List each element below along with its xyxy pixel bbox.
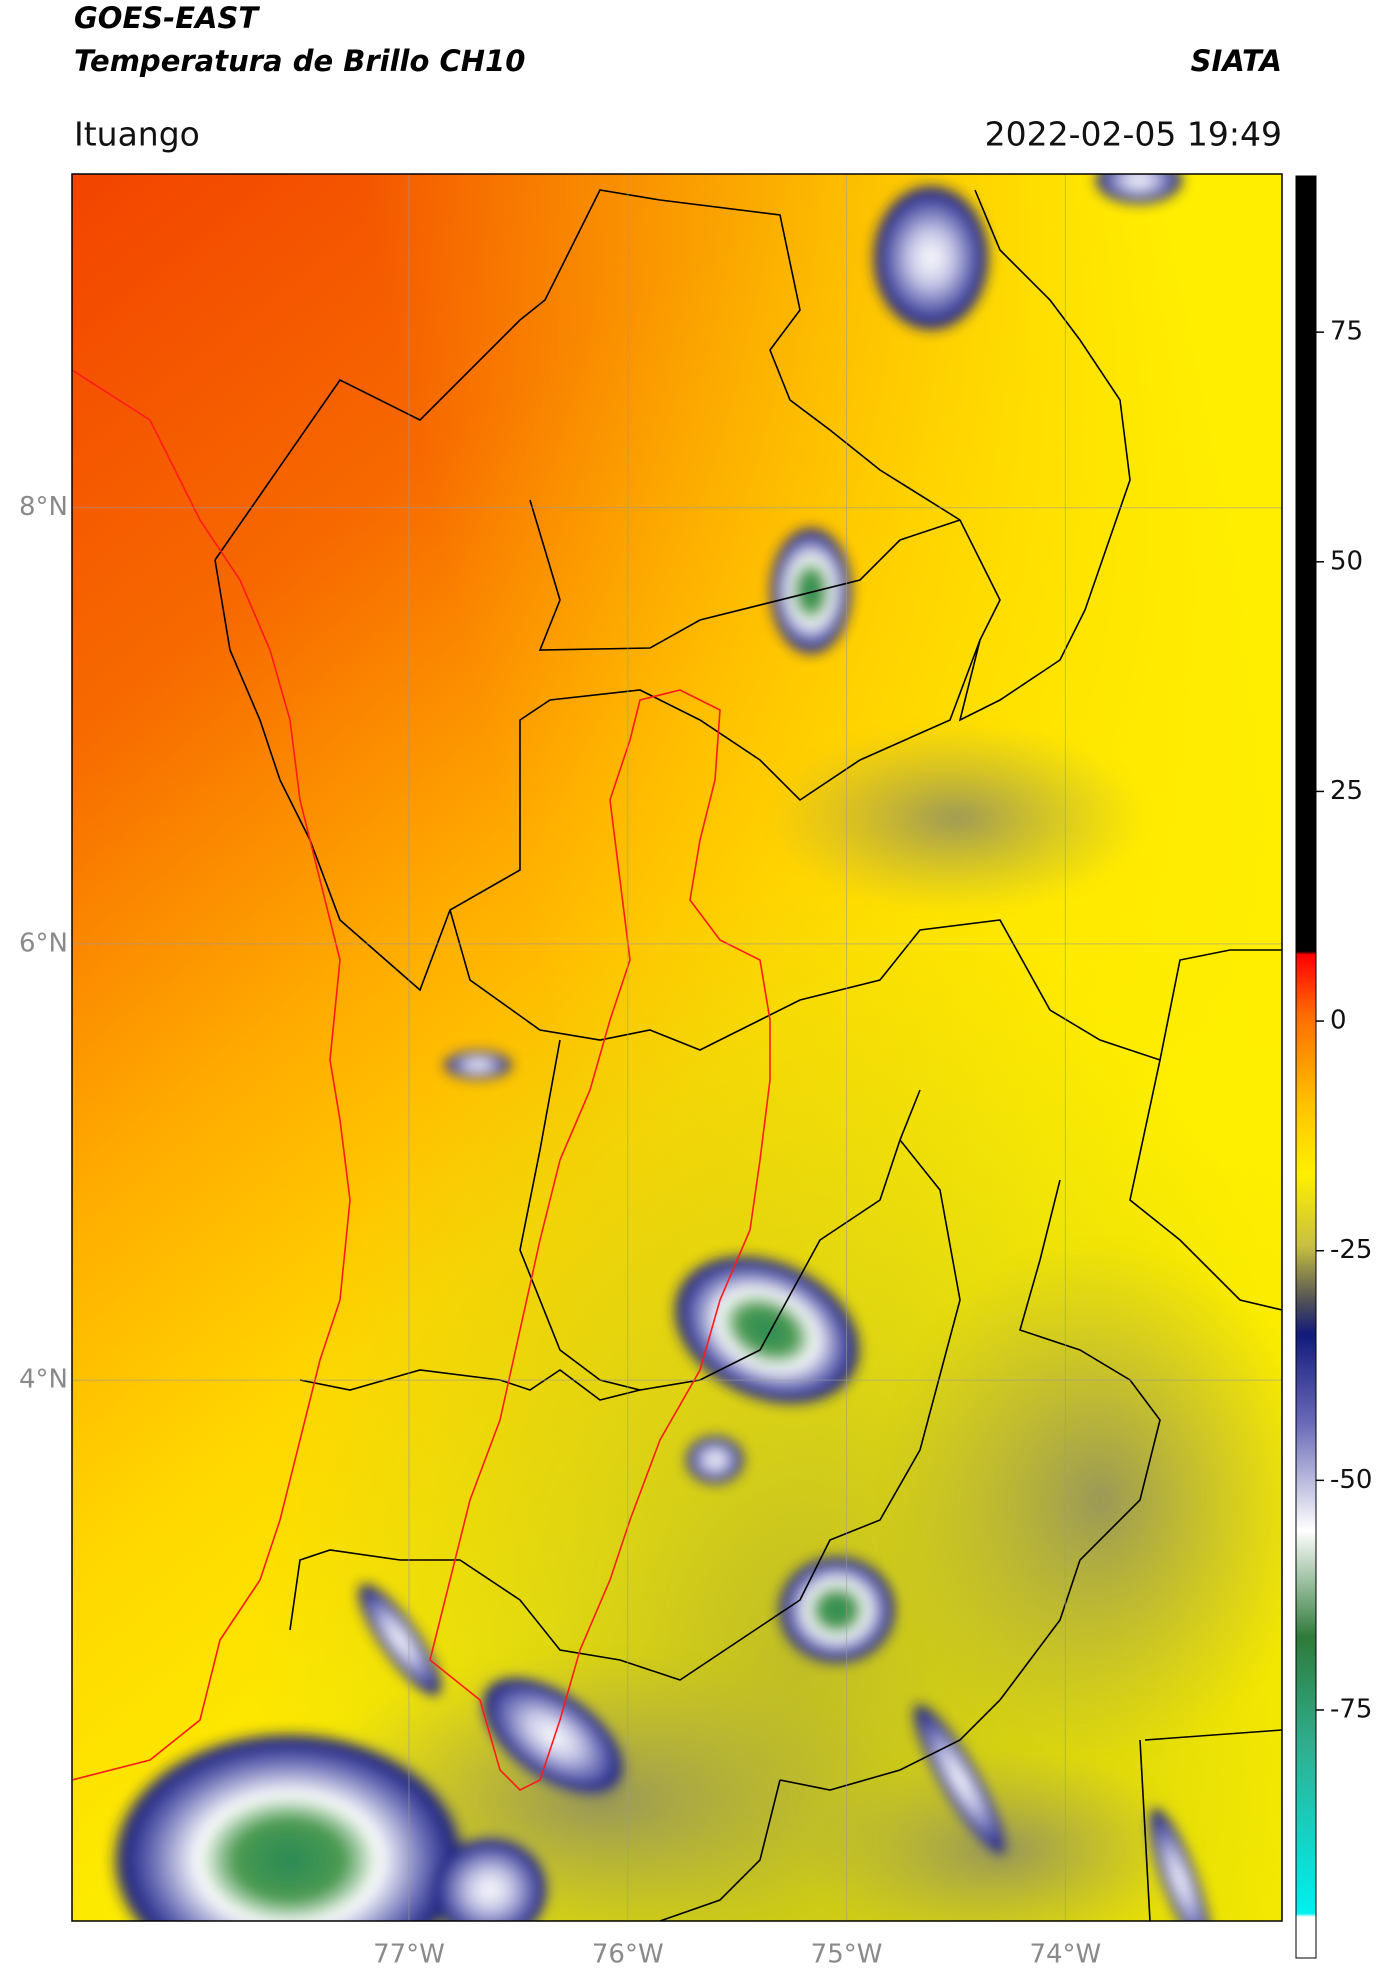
title: GOES-EAST [74,1,260,35]
datetime: 2022-02-05 19:49 [985,115,1282,154]
title: Temperatura de Brillo CH10 [74,44,525,78]
colorbar-label: -50 [1330,1465,1372,1495]
map-frame [71,173,1283,1922]
map [72,174,1282,1921]
lat-label: 6°N [19,928,68,958]
lon-label: 74°W [1029,1940,1101,1970]
lat-label: 4°N [19,1365,68,1395]
colorbar-label: 50 [1330,546,1363,576]
colorbar-label: 75 [1330,317,1363,347]
lat-label: 8°N [19,492,68,522]
lon-label: 75°W [811,1940,883,1970]
borders [214,189,1282,1921]
location: Ituango [74,115,200,154]
colorbar [1295,175,1317,1959]
colorbar-label: -25 [1330,1235,1372,1265]
river-basin [72,369,771,1791]
grid [72,174,1282,1921]
colorbar-label: -75 [1330,1694,1372,1724]
lon-label: 76°W [592,1940,664,1970]
colorbar-label: 0 [1330,1006,1347,1036]
lon-label: 77°W [373,1940,445,1970]
org: SIATA [1191,44,1282,78]
cloud-field [109,174,1282,1921]
colorbar-label: 25 [1330,776,1363,806]
